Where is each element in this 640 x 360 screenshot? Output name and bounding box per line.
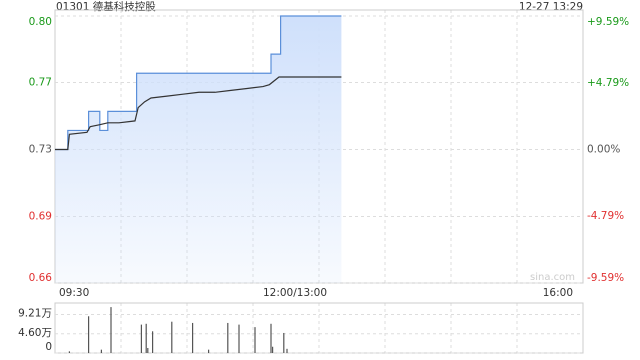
y-tick-label: 0.73	[29, 144, 52, 156]
x-tick-label: 09:30	[59, 287, 89, 299]
volume-bar	[238, 324, 240, 353]
y-tick-label: 0.66	[29, 272, 53, 284]
x-tick-label: 16:00	[543, 287, 573, 299]
y2-tick-label: 0.00%	[587, 144, 620, 156]
volume-bar	[270, 323, 272, 353]
volume-bar	[68, 351, 70, 353]
y-tick-label: 9.21万	[18, 308, 52, 320]
volume-bar	[88, 316, 90, 353]
volume-bar	[254, 327, 256, 353]
volume-bar	[110, 307, 112, 353]
volume-bar	[192, 322, 194, 353]
volume-bar	[145, 323, 147, 353]
volume-bar	[208, 349, 210, 353]
price-area	[55, 16, 342, 283]
volume-bar	[283, 332, 285, 353]
x-tick-label: 12:00/13:00	[263, 287, 327, 299]
volume-bar	[171, 321, 173, 353]
volume-bar	[272, 346, 274, 353]
timestamp: 12-27 13:29	[519, 1, 583, 13]
y-tick-label: 4.60万	[18, 327, 52, 339]
price-line	[55, 76, 342, 151]
y-tick-label: 0.80	[29, 16, 52, 28]
volume-bar	[100, 349, 102, 353]
price-line	[55, 15, 342, 151]
volume-bar	[140, 324, 142, 353]
y2-tick-label: +4.79%	[587, 77, 629, 89]
y-tick-label: 0.77	[29, 77, 52, 89]
volume-bar	[286, 348, 288, 353]
y2-tick-label: -9.59%	[587, 272, 624, 284]
y2-tick-label: -4.79%	[587, 210, 624, 222]
y2-tick-label: +9.59%	[587, 16, 629, 28]
stock-title: 01301 德基科技控股	[56, 0, 156, 13]
y-tick-label: 0.69	[29, 210, 52, 222]
y-tick-label: 0	[45, 341, 52, 353]
volume-bar	[152, 331, 154, 353]
volume-bar	[147, 347, 149, 353]
watermark: sina.com	[530, 272, 575, 283]
volume-bar	[227, 322, 229, 353]
